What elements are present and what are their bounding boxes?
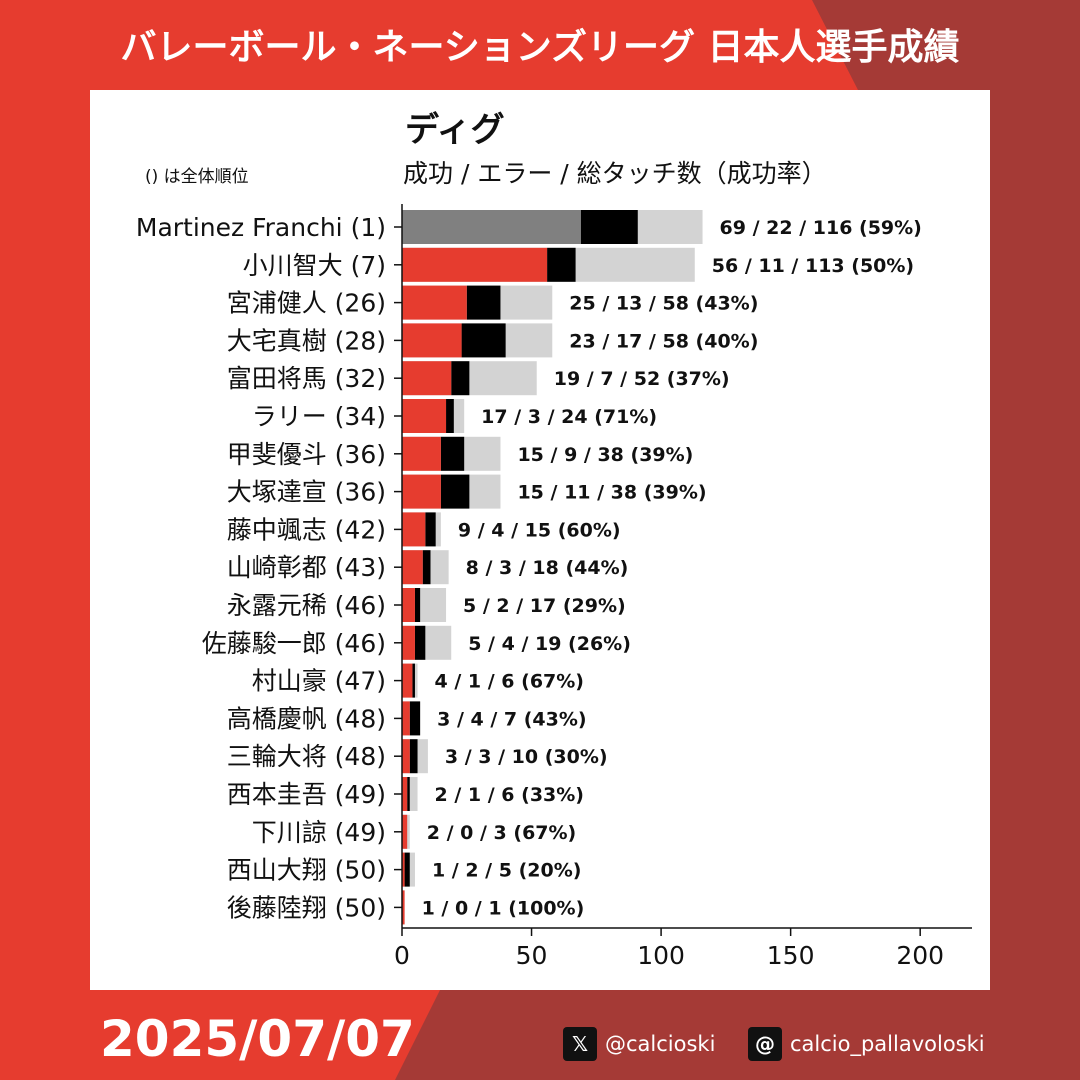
row-label: 小川智大 (7) [243,251,386,280]
bar-chart: Martinez Franchi (1) 69 / 22 / 116 (59%) 小… [136,204,972,970]
bar-error [440,436,465,471]
bar-success [402,323,462,358]
row-label: 宮浦健人 (26) [227,289,386,318]
page-title: バレーボール・ネーションズリーグ 日本人選手成績 [120,27,960,68]
bar-success [402,814,408,849]
bar-error [409,739,418,774]
bar-success [402,436,441,471]
bar-success [402,701,410,736]
row-label: 藤中颯志 (42) [227,515,386,544]
data-label: 25 / 13 / 58 (43%) [569,293,758,315]
row-label: 山崎彰都 (43) [227,553,386,582]
data-label: 15 / 11 / 38 (39%) [517,482,706,504]
row-label: Martinez Franchi (1) [136,213,386,242]
bar-error [412,663,415,698]
bar-error [440,474,470,509]
row-label: 高橋慶帆 (48) [227,704,386,733]
bar-success [402,285,467,320]
bar-success [402,739,410,774]
data-label: 19 / 7 / 52 (37%) [554,368,730,390]
data-label: 1 / 0 / 1 (100%) [422,897,585,919]
bar-success [402,247,548,282]
x-tick-label: 150 [767,941,815,970]
row-label: 大宅真樹 (28) [227,326,386,355]
bar-success [402,852,405,887]
row-label: 永露元稀 (46) [227,591,386,620]
row-label: 佐藤駿一郎 (46) [202,629,386,658]
x-tick-label: 0 [394,941,410,970]
data-label: 3 / 3 / 10 (30%) [445,746,608,768]
bar-success [402,550,423,585]
bar-success [402,663,413,698]
threads-logo-icon: @ [748,1027,782,1061]
data-label: 15 / 9 / 38 (39%) [517,444,693,466]
chart-title: ディグ [405,110,505,150]
x-handle: @calcioski [605,1032,716,1056]
bar-success [402,210,581,244]
bar-error [425,512,436,547]
bar-error [414,588,421,622]
chart-panel: Martinez Franchi (1) 69 / 22 / 116 (59%) 小… [90,90,990,990]
data-label: 5 / 4 / 19 (26%) [468,633,631,655]
bar-success [402,474,441,509]
bar-error [407,777,410,811]
row-label: 下川諒 (49) [252,818,386,847]
rank-note: () は全体順位 [145,167,249,187]
row-label: 大塚達宣 (36) [227,478,386,507]
data-label: 56 / 11 / 113 (50%) [712,255,914,277]
bar-success [402,588,415,622]
data-label: 1 / 2 / 5 (20%) [432,860,581,882]
data-label: 9 / 4 / 15 (60%) [458,519,621,541]
bar-success [402,361,452,396]
data-label: 5 / 2 / 17 (29%) [463,595,626,617]
row-label: 村山豪 (47) [252,667,386,696]
data-label: 2 / 0 / 3 (67%) [427,822,576,844]
footer-date: 2025/07/07 [100,1010,415,1068]
x-logo-icon: 𝕏 [563,1027,597,1061]
data-label: 69 / 22 / 116 (59%) [720,217,922,239]
bar-error [422,550,431,585]
data-label: 3 / 4 / 7 (43%) [437,708,586,730]
data-label: 23 / 17 / 58 (40%) [569,330,758,352]
row-label: 西山大翔 (50) [227,856,386,885]
bar-error [404,852,410,887]
x-tick-label: 200 [896,941,944,970]
bar-success [402,625,415,660]
social-x[interactable]: 𝕏 @calcioski [563,1026,715,1062]
bar-success [402,890,405,925]
bar-error [451,361,470,396]
data-label: 8 / 3 / 18 (44%) [466,557,629,579]
chart-subtitle: 成功 / エラー / 総タッチ数（成功率） [403,159,827,188]
threads-handle: calcio_pallavoloski [790,1032,985,1056]
x-tick-label: 100 [637,941,685,970]
row-label: 後藤陸翔 (50) [227,893,386,922]
bar-success [402,512,426,547]
data-label: 2 / 1 / 6 (33%) [435,784,584,806]
bar-success [402,399,447,433]
bar-error [409,701,421,736]
x-tick-label: 50 [516,941,548,970]
bar-success [402,777,408,811]
row-label: 三輪大将 (48) [227,742,386,771]
data-label: 17 / 3 / 24 (71%) [481,406,657,428]
social-threads[interactable]: @ calcio_pallavoloski [748,1026,985,1062]
row-label: 甲斐優斗 (36) [227,440,386,469]
bar-error [580,210,638,244]
bar-error [466,285,501,320]
row-label: 富田将馬 (32) [227,364,386,393]
bar-error [414,625,426,660]
data-label: 4 / 1 / 6 (67%) [435,671,584,693]
row-label: 西本圭吾 (49) [227,780,386,809]
row-label: ラリー (34) [252,402,386,431]
bar-error [461,323,506,358]
bar-error [446,399,454,433]
bar-error [547,247,576,282]
